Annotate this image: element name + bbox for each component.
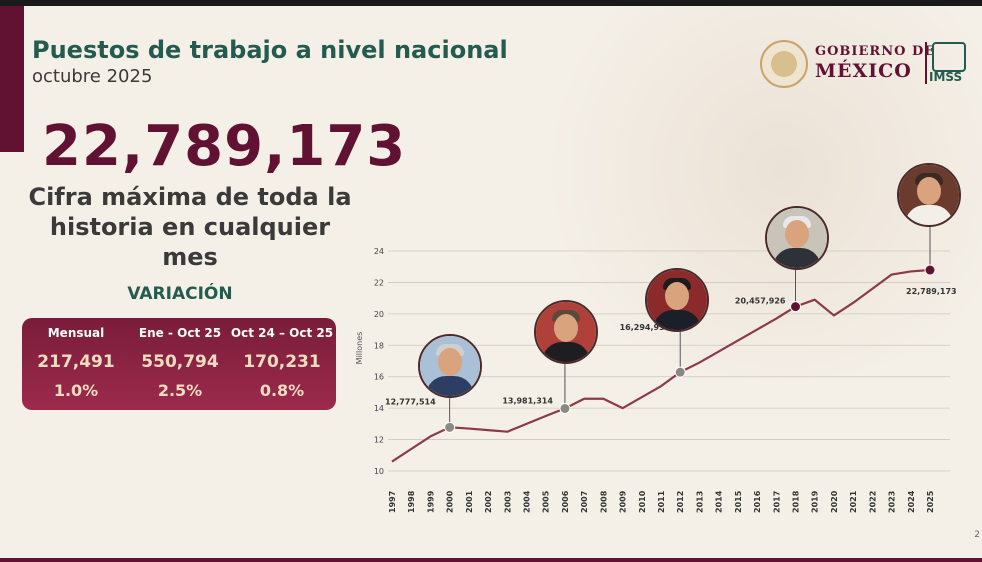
x-tick-label: 2012 [676, 491, 685, 513]
accent-sidebar [0, 6, 24, 152]
page-subtitle: octubre 2025 [32, 66, 153, 87]
y-tick-label: 20 [374, 310, 384, 319]
y-tick-label: 24 [374, 247, 384, 256]
y-tick-label: 18 [374, 341, 384, 350]
marker-label: 20,457,926 [735, 297, 786, 306]
employment-series-line [391, 268, 931, 463]
page-title: Puestos de trabajo a nivel nacional [32, 36, 508, 64]
data-marker [444, 421, 456, 433]
x-tick-label: 2018 [792, 490, 801, 513]
top-bar [0, 0, 982, 6]
x-tick-label: 2015 [734, 490, 743, 513]
logo-line1: GOBIERNO DE [815, 44, 936, 59]
x-tick-label: 2007 [580, 491, 589, 513]
x-tick-label: 2009 [619, 490, 628, 513]
x-tick-label: 2021 [849, 490, 858, 513]
portrait-2012-icon [645, 268, 709, 332]
x-tick-label: 2016 [753, 490, 762, 513]
marker-label: 13,981,314 [502, 396, 553, 405]
headline-value: 22,789,173 [42, 114, 407, 179]
marker-label: 16,294,936 [620, 323, 671, 332]
y-tick-label: 10 [374, 467, 384, 476]
data-marker [559, 402, 571, 414]
x-tick-label: 2006 [561, 490, 570, 513]
x-tick-label: 2010 [638, 490, 647, 513]
x-tick-label: 2023 [888, 491, 897, 513]
x-tick-label: 2019 [811, 490, 820, 513]
x-tick-label: 1999 [426, 490, 435, 513]
national-seal-icon [760, 40, 808, 88]
imss-label: IMSS [929, 70, 963, 84]
x-tick-label: 2022 [868, 491, 877, 513]
headline-caption: Cifra máxima de toda la historia en cual… [20, 182, 360, 272]
portrait-2006-icon [534, 300, 598, 364]
portrait-2025-icon [897, 163, 961, 227]
y-axis-label: Millones [355, 332, 364, 365]
x-tick-label: 1997 [388, 491, 397, 513]
x-tick-label: 2024 [907, 490, 916, 513]
x-tick-label: 2017 [772, 491, 781, 513]
x-tick-label: 2025 [926, 490, 935, 513]
variation-title: VARIACIÓN [127, 284, 233, 304]
x-tick-label: 2002 [484, 491, 493, 513]
x-tick-label: 2011 [657, 490, 666, 513]
portrait-2000-icon [418, 334, 482, 398]
variation-percent: 1.0% [53, 381, 99, 400]
bottom-bar [0, 558, 982, 562]
headline-caption-line1: Cifra máxima de toda la [28, 183, 352, 211]
page-number: 2 [974, 530, 980, 540]
x-tick-label: 2000 [446, 490, 455, 513]
x-tick-label: 2013 [695, 491, 704, 513]
logo-line2: MÉXICO [815, 60, 912, 82]
logo-divider [925, 42, 927, 84]
x-tick-label: 1998 [407, 490, 416, 513]
data-marker [674, 366, 686, 378]
variation-value: 170,231 [243, 352, 321, 372]
x-tick-label: 2004 [523, 490, 532, 513]
variation-header: Oct 24 – Oct 25 [230, 326, 334, 340]
y-tick-label: 22 [374, 278, 384, 287]
x-tick-label: 2003 [503, 491, 512, 513]
variation-percent: 0.8% [259, 381, 305, 400]
headline-caption-line2: historia en cualquier mes [49, 213, 331, 271]
variation-header: Mensual [47, 326, 105, 340]
y-tick-label: 12 [374, 436, 384, 445]
imss-emblem-icon [932, 42, 966, 72]
variation-value: 550,794 [141, 352, 219, 372]
marker-label: 22,789,173 [906, 287, 957, 296]
gobierno-mexico-logo: GOBIERNO DE MÉXICO IMSS [760, 38, 970, 88]
variation-value: 217,491 [37, 352, 115, 372]
variation-header: Ene - Oct 25 [138, 326, 222, 340]
x-tick-label: 2001 [465, 490, 474, 513]
y-tick-label: 14 [374, 404, 384, 413]
x-tick-label: 2005 [542, 490, 551, 513]
marker-label: 12,777,514 [385, 397, 436, 406]
x-tick-label: 2020 [830, 490, 839, 513]
variation-percent: 2.5% [157, 381, 203, 400]
y-tick-label: 16 [374, 373, 384, 382]
x-tick-label: 2014 [715, 490, 724, 513]
data-marker [790, 301, 801, 313]
portrait-2018-icon [765, 206, 829, 270]
x-tick-label: 2008 [599, 490, 608, 513]
variation-table: Mensual 217,491 1.0% Ene - Oct 25 550,79… [22, 318, 336, 410]
data-marker [924, 264, 936, 276]
